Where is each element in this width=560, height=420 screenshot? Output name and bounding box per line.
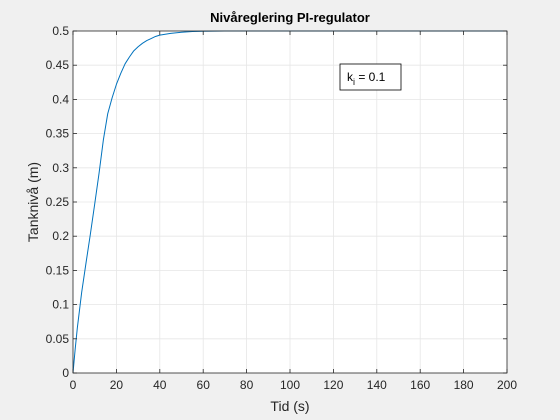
x-tick-label: 140 [367,378,387,392]
y-tick-label: 0.2 [52,229,69,243]
x-tick-label: 200 [497,378,517,392]
x-tick-label: 160 [410,378,430,392]
ticks [72,30,508,374]
y-tick-label: 0.35 [46,127,70,141]
x-axis-label: Tid (s) [270,398,309,414]
x-tick-label: 60 [197,378,211,392]
y-tick-label: 0.45 [46,58,70,72]
x-tick-label: 80 [240,378,254,392]
y-tick-label: 0.3 [52,161,69,175]
annotation-frame [339,63,402,91]
tick-labels: 0 20 40 60 80 100 120 140 160 180 200 0 0.05 0.1 0.15 0… [46,24,518,392]
y-tick-label: 0.4 [52,92,69,106]
annotation-subscript: i [353,77,355,87]
x-tick-label: 120 [323,378,343,392]
y-tick-label: 0 [62,366,69,380]
y-axis-label: Tanknivå (m) [25,162,41,242]
annotation-value: = 0.1 [355,70,386,84]
y-tick-label: 0.05 [46,332,70,346]
x-tick-label: 20 [110,378,124,392]
annotation-k: k [347,70,354,84]
annotation-box: ki = 0.1 [339,63,402,91]
x-tick-label: 40 [153,378,167,392]
y-tick-label: 0.5 [52,24,69,38]
x-tick-label: 100 [280,378,300,392]
grid [73,31,507,373]
y-tick-label: 0.15 [46,263,70,277]
annotation-text: ki = 0.1 [347,70,386,87]
y-tick-label: 0.25 [46,195,70,209]
x-tick-label: 180 [454,378,474,392]
y-tick-label: 0.1 [52,298,69,312]
x-tick-label: 0 [70,378,77,392]
chart-title: Nivåreglering PI-regulator [210,10,370,25]
